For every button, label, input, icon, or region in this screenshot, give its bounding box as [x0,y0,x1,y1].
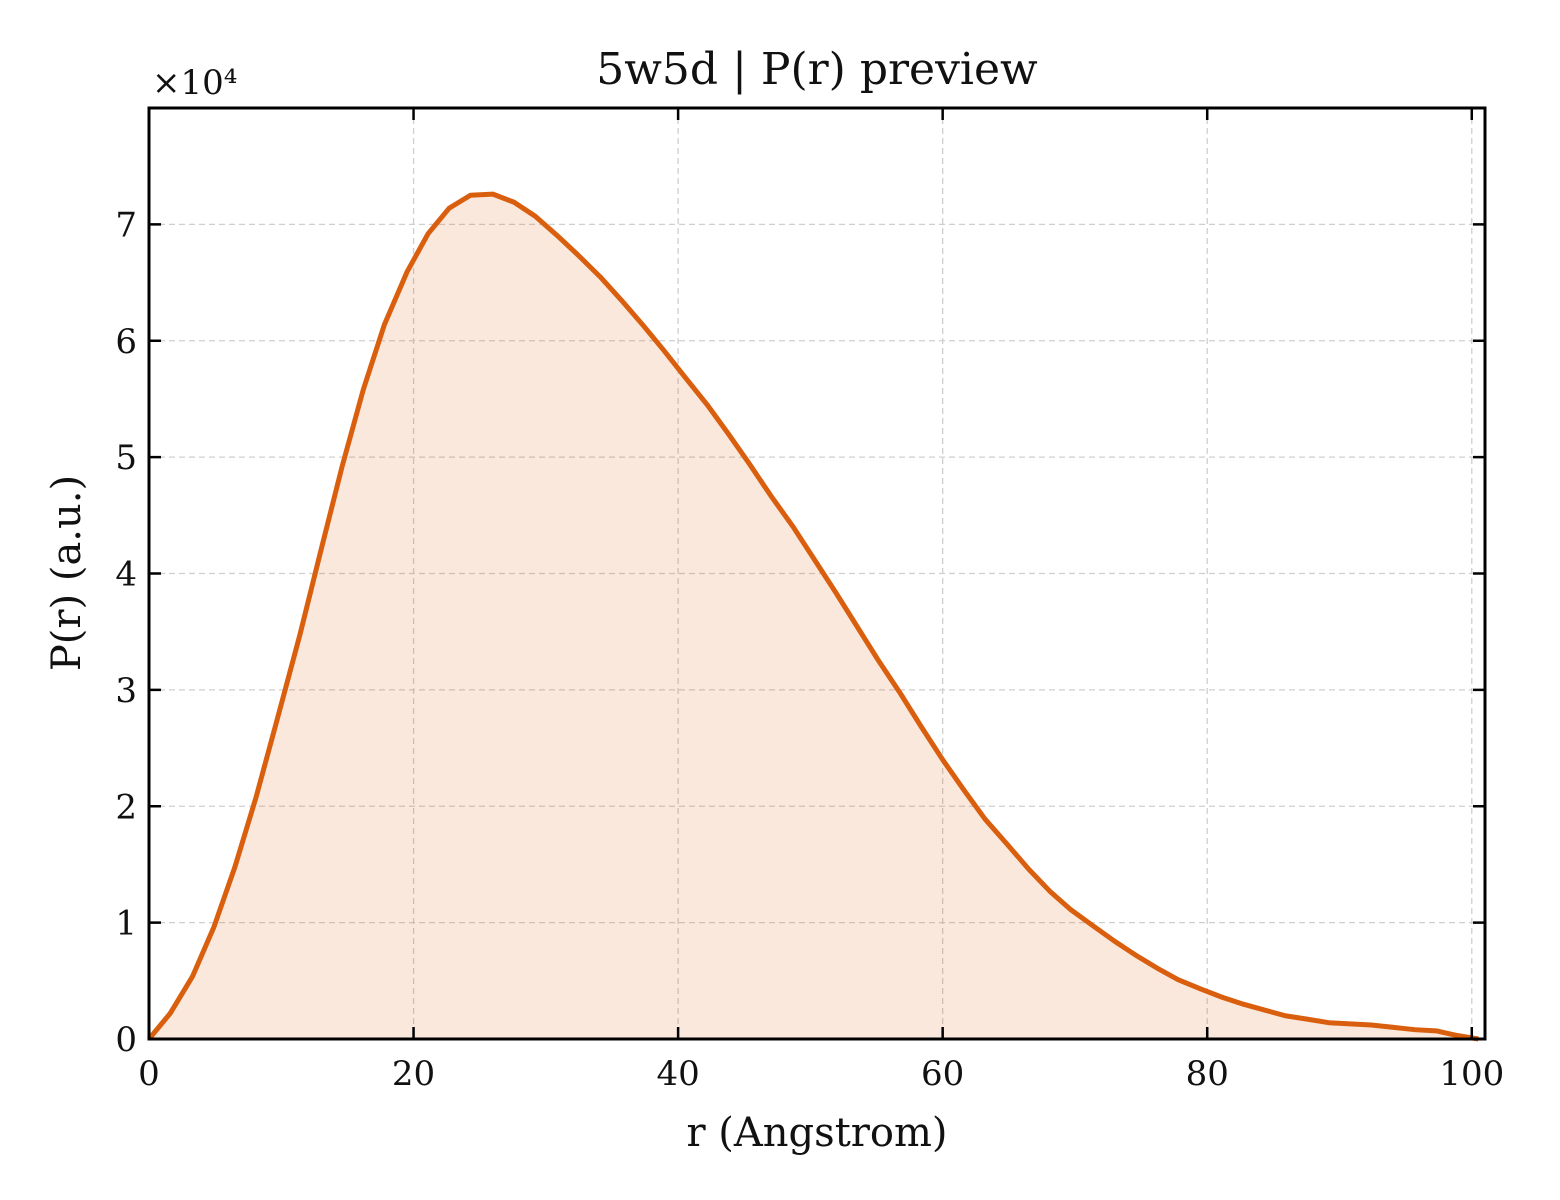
x-tick-label: 60 [921,1054,964,1094]
y-tick-label: 1 [115,904,137,944]
y-tick-label: 0 [115,1020,137,1060]
series-line [147,191,1479,1042]
series-area-fill [149,194,1479,1039]
tick-labels: 0 20 40 60 80 100 0 1 2 3 4 5 6 7 [115,205,1504,1094]
chart-title: 5w5d | P(r) preview [596,44,1038,95]
x-tick-label: 0 [138,1054,160,1094]
y-tick-label: 3 [115,671,137,711]
x-tick-label: 80 [1186,1054,1229,1094]
y-tick-label: 7 [115,205,137,245]
y-axis-label: P(r) (a.u.) [44,475,90,671]
grid [149,108,1485,1039]
x-tick-label: 20 [392,1054,435,1094]
y-axis-multiplier: ×10⁴ [152,63,237,103]
y-tick-label: 2 [115,787,137,827]
y-tick-label: 6 [115,322,137,362]
x-axis-label: r (Angstrom) [686,1110,947,1156]
x-tick-label: 40 [656,1054,699,1094]
y-tick-label: 4 [115,555,137,595]
axis-ticks [147,108,1485,1041]
x-tick-label: 100 [1439,1054,1504,1094]
y-tick-label: 5 [115,438,137,478]
